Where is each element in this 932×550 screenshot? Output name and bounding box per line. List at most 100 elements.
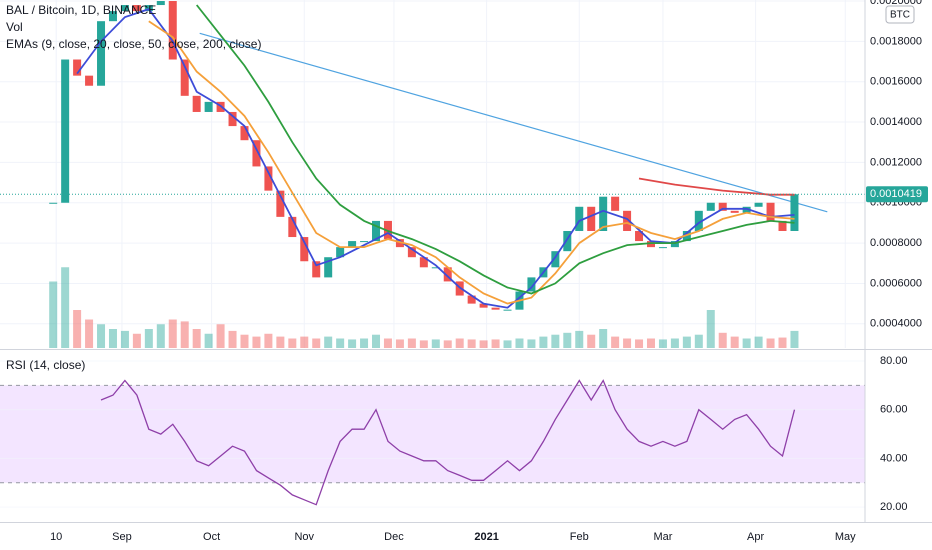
- volume-bar: [670, 338, 679, 348]
- volume-bar: [192, 329, 201, 348]
- y-tick-label: 0.0008000: [870, 237, 922, 249]
- x-tick-label: Mar: [653, 531, 672, 543]
- volume-bar: [623, 338, 632, 348]
- x-tick-label: Dec: [384, 531, 404, 543]
- candle: [778, 220, 787, 231]
- volume-bar: [539, 336, 548, 348]
- volume-bar: [252, 336, 261, 348]
- volume-bar: [228, 330, 237, 348]
- candle: [479, 303, 488, 308]
- candle: [694, 210, 703, 231]
- volume-bar: [431, 339, 440, 348]
- candle: [204, 101, 213, 112]
- volume-bar: [455, 338, 464, 348]
- volume-bar: [694, 334, 703, 348]
- candle: [407, 247, 416, 258]
- volume-bar: [156, 324, 165, 348]
- volume-bar: [276, 336, 285, 348]
- candle: [288, 216, 297, 238]
- candle: [73, 59, 82, 76]
- candle: [467, 295, 476, 304]
- candle: [132, 5, 141, 12]
- volume-bar: [587, 334, 596, 348]
- volume-bar: [479, 340, 488, 348]
- volume-bar: [336, 338, 345, 348]
- x-tick-label: Oct: [203, 531, 220, 543]
- candle: [264, 166, 273, 191]
- volume-bar: [300, 336, 309, 348]
- volume-bar: [742, 338, 751, 348]
- y-tick-label: 0.0006000: [870, 277, 922, 289]
- candle: [575, 206, 584, 231]
- volume-bar: [682, 336, 691, 348]
- candle: [443, 267, 452, 282]
- rsi-band: [0, 385, 865, 483]
- volume-bar: [49, 281, 58, 348]
- rsi-legend: RSI (14, close): [6, 358, 85, 372]
- volume-bar: [85, 319, 94, 348]
- y-tick-label: 40.00: [880, 452, 908, 464]
- candle: [156, 1, 165, 6]
- candle: [563, 230, 572, 252]
- candle: [706, 202, 715, 211]
- candle: [527, 277, 536, 292]
- volume-bar: [778, 337, 787, 348]
- volume-bar: [527, 339, 536, 348]
- candle: [431, 267, 440, 269]
- y-tick-label: 80.00: [880, 355, 908, 367]
- y-tick-label: 20.00: [880, 501, 908, 513]
- candle: [670, 241, 679, 248]
- candle: [682, 230, 691, 242]
- candle: [718, 202, 727, 211]
- candle: [551, 251, 560, 268]
- currency-button[interactable]: [885, 5, 915, 24]
- volume-bar: [372, 334, 381, 348]
- volume-bar: [658, 339, 667, 348]
- y-tick-label: 0.0020000: [870, 0, 922, 7]
- candle: [754, 202, 763, 207]
- volume-bar: [240, 334, 249, 348]
- ema-line: [638, 177, 795, 196]
- candle: [97, 21, 106, 86]
- candle: [611, 196, 620, 211]
- volume-bar: [599, 329, 608, 348]
- candle: [336, 247, 345, 258]
- candle: [85, 75, 94, 86]
- candle: [742, 206, 751, 213]
- y-tick-label: 0.0004000: [870, 318, 922, 330]
- volume-bar: [264, 333, 273, 348]
- volume-bar: [754, 336, 763, 348]
- x-tick-label: May: [835, 531, 856, 543]
- candle: [120, 5, 129, 12]
- x-tick-label: Sep: [112, 531, 132, 543]
- volume-bar: [61, 267, 70, 348]
- candle: [360, 241, 369, 243]
- candle: [240, 126, 249, 141]
- candle: [372, 220, 381, 242]
- y-tick-label: 60.00: [880, 404, 908, 416]
- candle: [599, 196, 608, 231]
- candle: [766, 202, 775, 221]
- volume-bar: [563, 332, 572, 348]
- rsi-line: [100, 379, 796, 506]
- volume-bar: [348, 339, 357, 348]
- candle: [228, 111, 237, 127]
- volume-bar: [611, 336, 620, 348]
- volume-bar: [288, 338, 297, 348]
- overlay: BAL / Bitcoin, 1D, BINANCE Vol EMAs (9, …: [6, 3, 928, 372]
- rsi-pane: [0, 360, 865, 508]
- x-tick-label: Apr: [747, 531, 764, 543]
- y-tick-label: 0.0014000: [870, 116, 922, 128]
- last-price-label: 0.0010419: [870, 188, 922, 200]
- candle: [300, 237, 309, 262]
- x-tick-label: Nov: [294, 531, 314, 543]
- candle: [144, 5, 153, 12]
- candle: [108, 11, 117, 22]
- volume-bar: [324, 336, 333, 348]
- x-tick-label: Feb: [570, 531, 589, 543]
- candle: [168, 1, 177, 60]
- volume-bar: [646, 338, 655, 348]
- currency-label[interactable]: BTC: [890, 10, 910, 21]
- candle: [419, 257, 428, 268]
